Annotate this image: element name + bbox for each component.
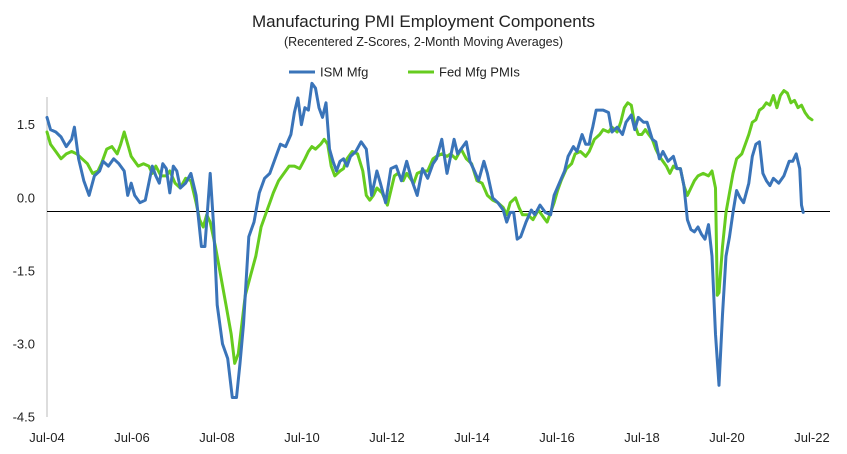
axes: 1.50.0-1.5-3.0-4.5 Jul-04 Jul-06 Jul-08 Jul… xyxy=(13,97,830,445)
legend: ISM Mfg Fed Mfg PMIs xyxy=(289,65,520,80)
y-tick-label: -1.5 xyxy=(13,263,35,278)
legend-label-ism: ISM Mfg xyxy=(320,65,368,80)
chart-title: Manufacturing PMI Employment Components xyxy=(252,12,595,31)
x-tick-label: Jul-04 xyxy=(29,430,64,445)
x-tick-label: Jul-06 xyxy=(114,430,149,445)
x-tick-label: Jul-22 xyxy=(794,430,829,445)
x-tick-label: Jul-18 xyxy=(624,430,659,445)
series-layer xyxy=(45,81,814,399)
x-tick-labels: Jul-04 Jul-06 Jul-08 Jul-10 Jul-12 Jul-14 Jul-… xyxy=(29,430,829,445)
y-tick-label: -4.5 xyxy=(13,410,35,425)
x-tick-label: Jul-10 xyxy=(284,430,319,445)
x-tick-label: Jul-20 xyxy=(709,430,744,445)
legend-label-fed: Fed Mfg PMIs xyxy=(439,65,520,80)
chart-subtitle: (Recentered Z-Scores, 2-Month Moving Ave… xyxy=(284,35,563,49)
y-tick-label: 0.0 xyxy=(17,190,35,205)
x-tick-label: Jul-12 xyxy=(369,430,404,445)
x-tick-label: Jul-16 xyxy=(539,430,574,445)
y-tick-label: -3.0 xyxy=(13,336,35,351)
series-line-ism-mfg xyxy=(45,81,805,399)
y-tick-labels: 1.5 0.0 -1.5 -3.0 -4.5 xyxy=(13,117,35,424)
x-tick-label: Jul-14 xyxy=(454,430,489,445)
x-tick-label: Jul-08 xyxy=(199,430,234,445)
y-tick-label: 1.5 xyxy=(17,117,35,132)
